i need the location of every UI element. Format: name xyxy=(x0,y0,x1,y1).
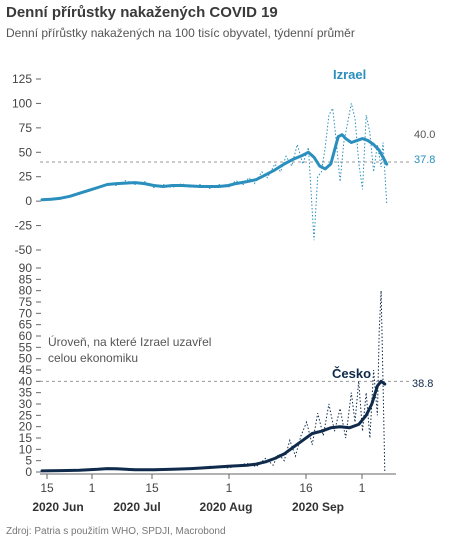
x-axis: 15 1 15 1 16 1 2020 Jun 2020 Jul 2020 Aug 2020 Se… xyxy=(32,473,396,514)
y-tick-label: 50 xyxy=(19,145,33,159)
y-tick-label: 0 xyxy=(25,194,32,208)
y-tick-label: 85 xyxy=(19,272,33,286)
y-tick-label: 45 xyxy=(19,363,33,377)
chart-title: Denní přírůstky nakažených COVID 19 xyxy=(6,4,278,21)
y-tick-label: 75 xyxy=(19,121,33,135)
y-tick-label: 70 xyxy=(19,306,33,320)
y-tick-label: 60 xyxy=(19,329,33,343)
israel-reference-label: 40.0 xyxy=(414,129,435,141)
y-tick-label: 40 xyxy=(19,374,33,388)
x-period-label: 2020 Jun xyxy=(32,500,83,514)
israel-panel-axis: -50 -25 0 25 50 75 100 125 xyxy=(12,72,41,257)
israel-weekly-avg-line xyxy=(40,133,389,202)
y-tick-label: 100 xyxy=(12,96,32,110)
annotation-line-1: Úroveň, na které Izrael uzavřel xyxy=(48,334,211,349)
czech-series-label: Česko xyxy=(332,366,371,381)
y-tick-label: 90 xyxy=(19,261,33,275)
x-period-label: 2020 Jul xyxy=(113,500,160,514)
x-tick-label: 15 xyxy=(145,481,159,495)
y-tick-label: 15 xyxy=(19,431,33,445)
y-tick-label: 5 xyxy=(25,454,32,468)
x-period-label: 2020 Aug xyxy=(200,500,253,514)
x-tick-label: 15 xyxy=(40,481,54,495)
x-tick-label: 16 xyxy=(299,481,313,495)
israel-daily-line xyxy=(41,103,388,241)
source-note: Zdroj: Patria s použitím WHO, SPDJI, Mac… xyxy=(6,526,226,537)
czech-panel-plot xyxy=(40,290,410,473)
y-tick-label: -25 xyxy=(15,219,33,233)
y-tick-label: 25 xyxy=(19,170,33,184)
chart-subtitle: Denní přírůstky nakažených na 100 tisíc … xyxy=(6,26,355,40)
y-tick-label: 80 xyxy=(19,284,33,298)
czech-last-value-label: 38.8 xyxy=(412,378,433,390)
israel-panel-plot xyxy=(40,103,410,241)
israel-series-label: Izrael xyxy=(333,67,366,82)
x-tick-label: 1 xyxy=(226,481,233,495)
x-period-label: 2020 Sep xyxy=(292,500,344,514)
y-tick-label: 55 xyxy=(19,340,33,354)
czech-weekly-avg-line xyxy=(40,379,387,473)
y-tick-label: 125 xyxy=(12,72,32,86)
annotation-line-2: celou ekonomiku xyxy=(48,351,138,365)
x-tick-label: 1 xyxy=(89,481,96,495)
y-tick-label: -50 xyxy=(15,243,33,257)
y-tick-label: 20 xyxy=(19,420,33,434)
x-tick-label: 1 xyxy=(359,481,366,495)
israel-last-value-label: 37.8 xyxy=(414,154,435,166)
y-tick-label: 50 xyxy=(19,352,33,366)
y-tick-label: 30 xyxy=(19,397,33,411)
y-tick-label: 0 xyxy=(25,465,32,479)
y-tick-label: 65 xyxy=(19,318,33,332)
y-tick-label: 25 xyxy=(19,408,33,422)
czech-daily-line xyxy=(41,290,386,473)
y-tick-label: 35 xyxy=(19,386,33,400)
y-tick-label: 75 xyxy=(19,295,33,309)
y-tick-label: 10 xyxy=(19,442,33,456)
